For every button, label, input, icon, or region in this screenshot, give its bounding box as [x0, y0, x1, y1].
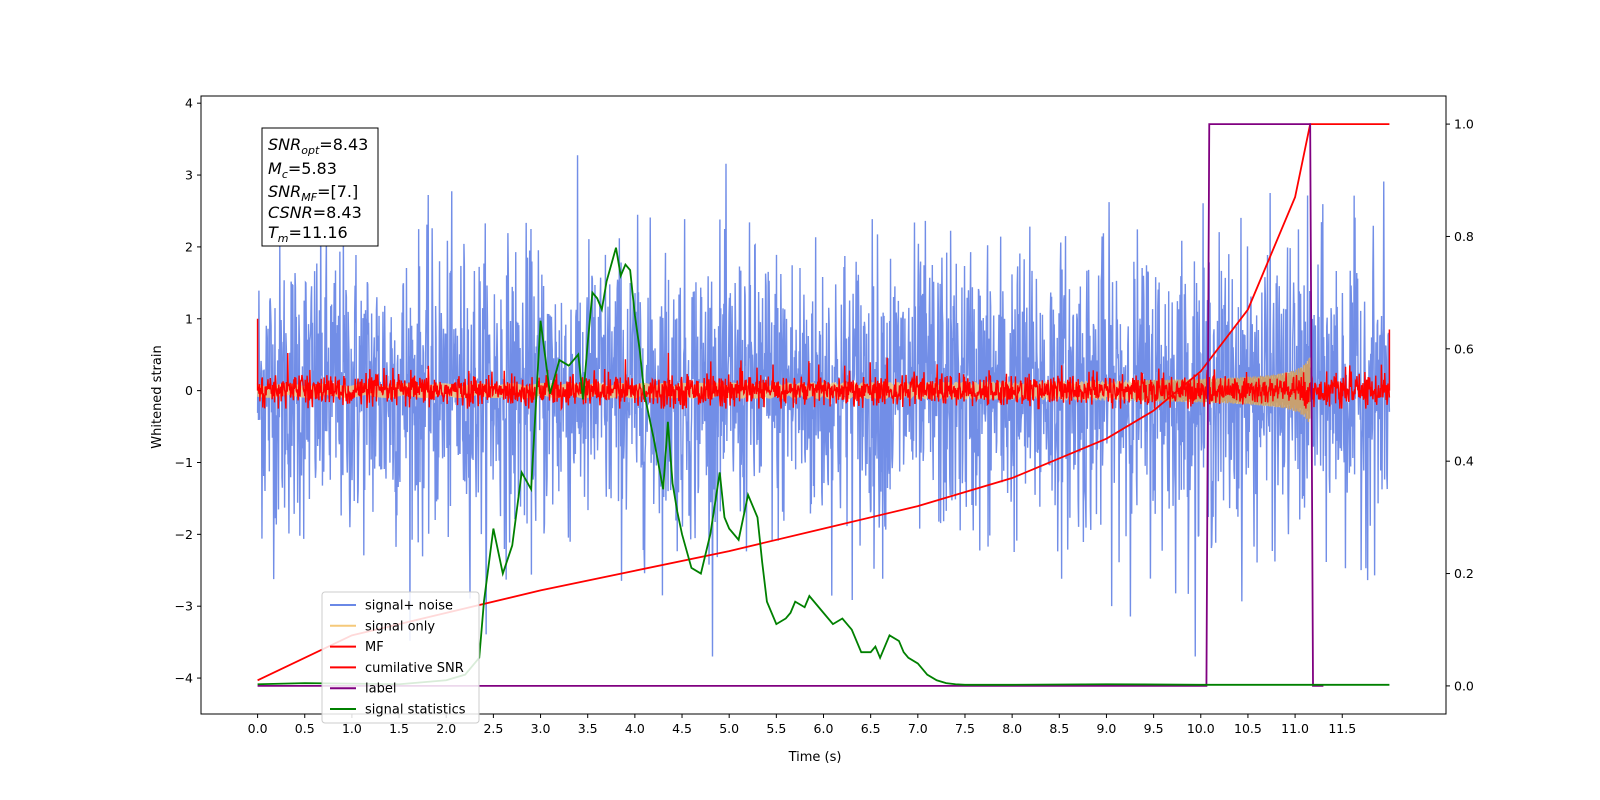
y2-tick-label: 0.0: [1454, 678, 1474, 693]
y-tick-label: 2: [185, 239, 193, 254]
x-tick-label: 7.0: [908, 721, 928, 736]
x-tick-label: 2.0: [436, 721, 456, 736]
y-tick-label: 3: [185, 168, 193, 183]
x-tick-label: 10.5: [1234, 721, 1262, 736]
legend: signal+ noise signal only MF cumilative SNR…: [321, 591, 480, 724]
x-tick-label: 5.0: [719, 721, 739, 736]
y-tick-label: −3: [175, 599, 193, 614]
x-tick-label: 6.5: [861, 721, 881, 736]
y-tick-label: −4: [175, 671, 193, 686]
signal-noise-line: [256, 155, 1391, 657]
mf-line: [256, 352, 1391, 412]
x-tick-label: 9.0: [1097, 721, 1117, 736]
cumilative-snr-line: [257, 123, 1390, 682]
x-tick-label: 6.0: [814, 721, 834, 736]
x-tick-label: 8.0: [1002, 721, 1022, 736]
y-tick-label: 0: [185, 383, 193, 398]
legend-box: [321, 591, 480, 724]
x-tick-label: 11.0: [1281, 721, 1309, 736]
x-tick-label: 7.5: [955, 721, 975, 736]
x-tick-label: 11.5: [1328, 721, 1356, 736]
x-tick-label: 4.5: [672, 721, 692, 736]
snr-mf-line: SNRMF=[7.]: [268, 182, 358, 204]
x-tick-label: 0.0: [248, 721, 268, 736]
legend-label: label: [365, 682, 396, 697]
x-tick-label: 9.5: [1144, 721, 1164, 736]
y-tick-label: 4: [185, 96, 193, 111]
x-tick-label: 3.5: [578, 721, 598, 736]
y2-tick-label: 0.4: [1454, 454, 1474, 469]
x-tick-label: 2.5: [483, 721, 503, 736]
tm-line: Tm=11.16: [268, 223, 348, 245]
axis-ticks: 0.0 0.5 1.0 1.5 2.0 2.5 3.0 3.5 4.0 4.5 5.0 5.5 6.0 6…: [175, 96, 1474, 736]
x-tick-label: 10.0: [1187, 721, 1215, 736]
info-annotation-box: SNRopt=8.43 Mc=5.83 SNRMF=[7.] CSNR=8.43…: [261, 127, 379, 247]
y-tick-label: −2: [175, 527, 193, 542]
x-tick-label: 8.5: [1049, 721, 1069, 736]
y-tick-label: −1: [175, 455, 193, 470]
x-tick-label: 5.5: [766, 721, 786, 736]
legend-label: cumilative SNR: [365, 661, 464, 676]
y2-tick-label: 0.6: [1454, 341, 1474, 356]
legend-label: signal only: [365, 619, 435, 634]
snr-opt-line: SNRopt=8.43: [268, 135, 368, 157]
mc-line: Mc=5.83: [268, 159, 337, 181]
x-tick-label: 0.5: [295, 721, 315, 736]
legend-label: signal+ noise: [365, 599, 453, 614]
x-tick-label: 4.0: [625, 721, 645, 736]
mf-edge-spikes: [256, 318, 1391, 391]
label-line: [257, 123, 1324, 687]
x-axis-label: Time (s): [788, 750, 842, 765]
x-tick-label: 1.0: [342, 721, 362, 736]
mf-series: [256, 318, 1391, 412]
x-tick-label: 3.0: [531, 721, 551, 736]
x-tick-label: 1.5: [389, 721, 409, 736]
right-axis-series: [257, 123, 1390, 687]
y2-tick-label: 0.2: [1454, 566, 1474, 581]
y-tick-label: 1: [185, 311, 193, 326]
signal-noise-series: [256, 155, 1391, 657]
y2-tick-label: 1.0: [1454, 117, 1474, 132]
y2-tick-label: 0.8: [1454, 229, 1474, 244]
y-axis-label: Whitened strain: [150, 345, 165, 448]
signal-statistics-line: [257, 247, 1390, 686]
legend-label: MF: [365, 640, 384, 655]
csnr-line: CSNR=8.43: [268, 203, 362, 222]
legend-label: signal statistics: [365, 703, 466, 718]
